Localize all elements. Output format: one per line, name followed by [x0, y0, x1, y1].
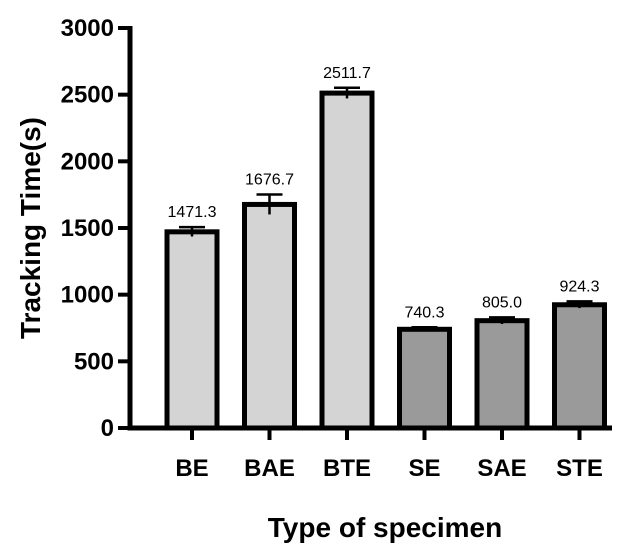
data-label-se: 740.3	[404, 304, 444, 321]
y-tick-label-3000: 3000	[61, 15, 114, 42]
x-tick-label-bae: BAE	[244, 455, 295, 482]
bar-bae	[242, 201, 297, 431]
error-bar-se	[411, 326, 438, 332]
y-tick-label-1500: 1500	[61, 215, 114, 242]
bar-bte	[319, 90, 375, 431]
y-tick-label-0: 0	[101, 415, 114, 442]
data-label-sae: 805.0	[482, 294, 522, 311]
y-tick-label-500: 500	[74, 348, 114, 375]
error-bar-bte	[334, 86, 360, 99]
y-axis-title: Tracking Time(s)	[15, 117, 46, 339]
error-bar-sae	[489, 316, 515, 324]
bar-sae	[474, 318, 530, 431]
x-tick-label-be: BE	[175, 455, 208, 482]
axes-layer	[118, 26, 612, 440]
data-label-ste: 924.3	[559, 278, 599, 295]
error-bars-layer	[179, 86, 593, 332]
data-label-bte: 2511.7	[323, 65, 371, 82]
error-bar-be	[179, 225, 205, 237]
labels-layer: 1471.3 BE 1676.7 BAE 2511.7 BTE 740.3 SE 805.0 SA…	[61, 15, 603, 482]
data-label-bae: 1676.7	[245, 171, 294, 188]
data-label-be: 1471.3	[168, 204, 217, 221]
x-tick-label-bte: BTE	[323, 455, 371, 482]
y-tick-label-2500: 2500	[61, 82, 114, 109]
bar-ste	[552, 302, 607, 431]
error-bar-bae	[256, 193, 283, 215]
x-tick-label-se: SE	[408, 455, 440, 482]
x-tick-label-sae: SAE	[477, 455, 526, 482]
bars-layer	[164, 90, 607, 431]
y-tick-label-2000: 2000	[61, 148, 114, 175]
y-tick-label-1000: 1000	[61, 282, 114, 309]
bar-se	[397, 326, 452, 431]
error-bar-ste	[566, 300, 593, 309]
bar-be	[164, 229, 220, 431]
x-tick-label-ste: STE	[556, 455, 603, 482]
x-axis-title: Type of specimen	[268, 512, 502, 543]
